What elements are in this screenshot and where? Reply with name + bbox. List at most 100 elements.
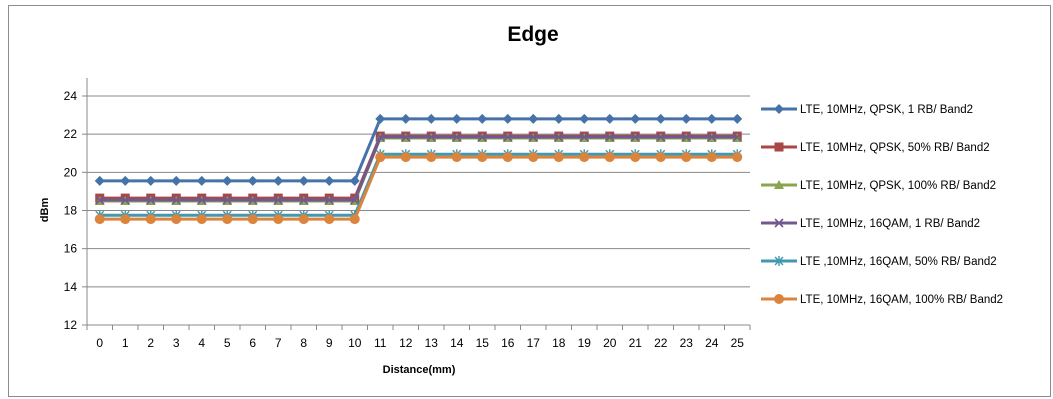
series-3	[94, 132, 743, 205]
data-point	[604, 152, 615, 163]
x-tick-label: 8	[300, 336, 307, 350]
data-point	[528, 132, 538, 142]
y-axis-title: dBm	[39, 198, 51, 223]
data-point	[553, 113, 564, 124]
series-1	[94, 113, 743, 186]
legend-item: LTE, 10MHz, 16QAM, 100% RB/ Band2	[761, 294, 1003, 306]
legend-marker	[774, 218, 784, 228]
data-point	[298, 175, 309, 186]
data-point	[655, 152, 666, 163]
data-point	[324, 175, 335, 186]
legend-item: LTE, 10MHz, QPSK, 100% RB/ Band2	[761, 180, 996, 192]
data-point	[145, 175, 156, 186]
data-point	[426, 152, 437, 163]
x-tick-label: 1	[122, 336, 129, 350]
data-point	[477, 132, 487, 142]
data-point	[503, 132, 513, 142]
data-point	[94, 175, 105, 186]
data-point	[247, 175, 258, 186]
axes	[82, 78, 751, 330]
series-5	[95, 149, 742, 221]
data-point	[350, 195, 360, 205]
data-point	[400, 113, 411, 124]
x-tick-label: 14	[450, 336, 464, 350]
y-tick-label: 24	[64, 89, 78, 103]
data-point	[579, 152, 590, 163]
data-point	[400, 152, 411, 163]
data-point	[528, 113, 539, 124]
data-point	[324, 195, 334, 205]
x-tick-labels: 0 1 2 3 4 5 6 7 8 9 10 11 12 13 14 15 16 17 18 19 20 21 22 23 24…	[96, 336, 744, 350]
x-axis-title: Distance(mm)	[383, 364, 456, 376]
data-point	[502, 152, 513, 163]
data-point	[579, 113, 590, 124]
series-6	[94, 152, 743, 225]
legend-label: LTE, 10MHz, QPSK, 50% RB/ Band2	[800, 142, 990, 154]
legend-label: LTE ,10MHz, 16QAM, 50% RB/ Band2	[800, 256, 997, 268]
series-4	[95, 132, 742, 205]
data-point	[630, 113, 641, 124]
legend-item: LTE ,10MHz, 16QAM, 50% RB/ Band2	[761, 256, 997, 268]
y-tick-label: 20	[64, 165, 78, 179]
data-point	[375, 152, 386, 163]
x-tick-label: 12	[399, 336, 413, 350]
legend-item: LTE, 10MHz, QPSK, 50% RB/ Band2	[761, 142, 990, 154]
x-tick-label: 22	[654, 336, 668, 350]
x-tick-label: 24	[705, 336, 719, 350]
data-point	[273, 175, 284, 186]
data-point	[349, 175, 360, 186]
data-point	[247, 214, 258, 225]
data-point	[375, 132, 385, 142]
legend-marker	[774, 256, 784, 266]
x-tick-label: 21	[629, 336, 643, 350]
x-tick-label: 17	[527, 336, 541, 350]
y-tick-labels: 12 14 16 18 20 22 24	[64, 89, 78, 332]
x-tick-label: 10	[348, 336, 362, 350]
data-point	[222, 195, 232, 205]
data-point	[94, 214, 105, 225]
data-point	[706, 113, 717, 124]
data-point	[732, 113, 743, 124]
data-point	[197, 195, 207, 205]
data-point	[120, 214, 131, 225]
data-point	[579, 132, 589, 142]
data-point	[656, 132, 666, 142]
x-tick-label: 0	[96, 336, 103, 350]
data-point	[273, 214, 284, 225]
legend-marker	[774, 294, 784, 304]
data-point	[707, 132, 717, 142]
data-point	[681, 152, 692, 163]
data-point	[120, 195, 130, 205]
legend-item: LTE, 10MHz, 16QAM, 1 RB/ Band2	[761, 218, 980, 230]
x-tick-label: 19	[578, 336, 592, 350]
x-tick-label: 4	[198, 336, 205, 350]
legend-marker	[774, 180, 784, 189]
data-point	[146, 195, 156, 205]
data-point	[554, 132, 564, 142]
data-point	[426, 132, 436, 142]
data-point	[299, 195, 309, 205]
data-point	[171, 175, 182, 186]
series-line	[99, 152, 738, 217]
data-point	[273, 195, 283, 205]
data-point	[120, 175, 131, 186]
x-tick-label: 16	[501, 336, 515, 350]
data-point	[324, 214, 335, 225]
x-tick-label: 9	[326, 336, 333, 350]
data-point	[502, 113, 513, 124]
y-tick-label: 16	[64, 242, 78, 256]
y-tick-label: 22	[64, 127, 78, 141]
data-point	[145, 214, 156, 225]
data-point	[706, 152, 717, 163]
data-point	[401, 132, 411, 142]
data-point	[630, 132, 640, 142]
data-point	[630, 152, 641, 163]
data-point	[553, 152, 564, 163]
data-point	[452, 132, 462, 142]
data-point	[95, 195, 105, 205]
x-tick-label: 6	[249, 336, 256, 350]
series-2	[95, 131, 742, 203]
x-tick-label: 11	[374, 336, 387, 350]
legend-item: LTE, 10MHz, QPSK, 1 RB/ Band2	[761, 104, 973, 116]
series-line	[99, 134, 738, 200]
